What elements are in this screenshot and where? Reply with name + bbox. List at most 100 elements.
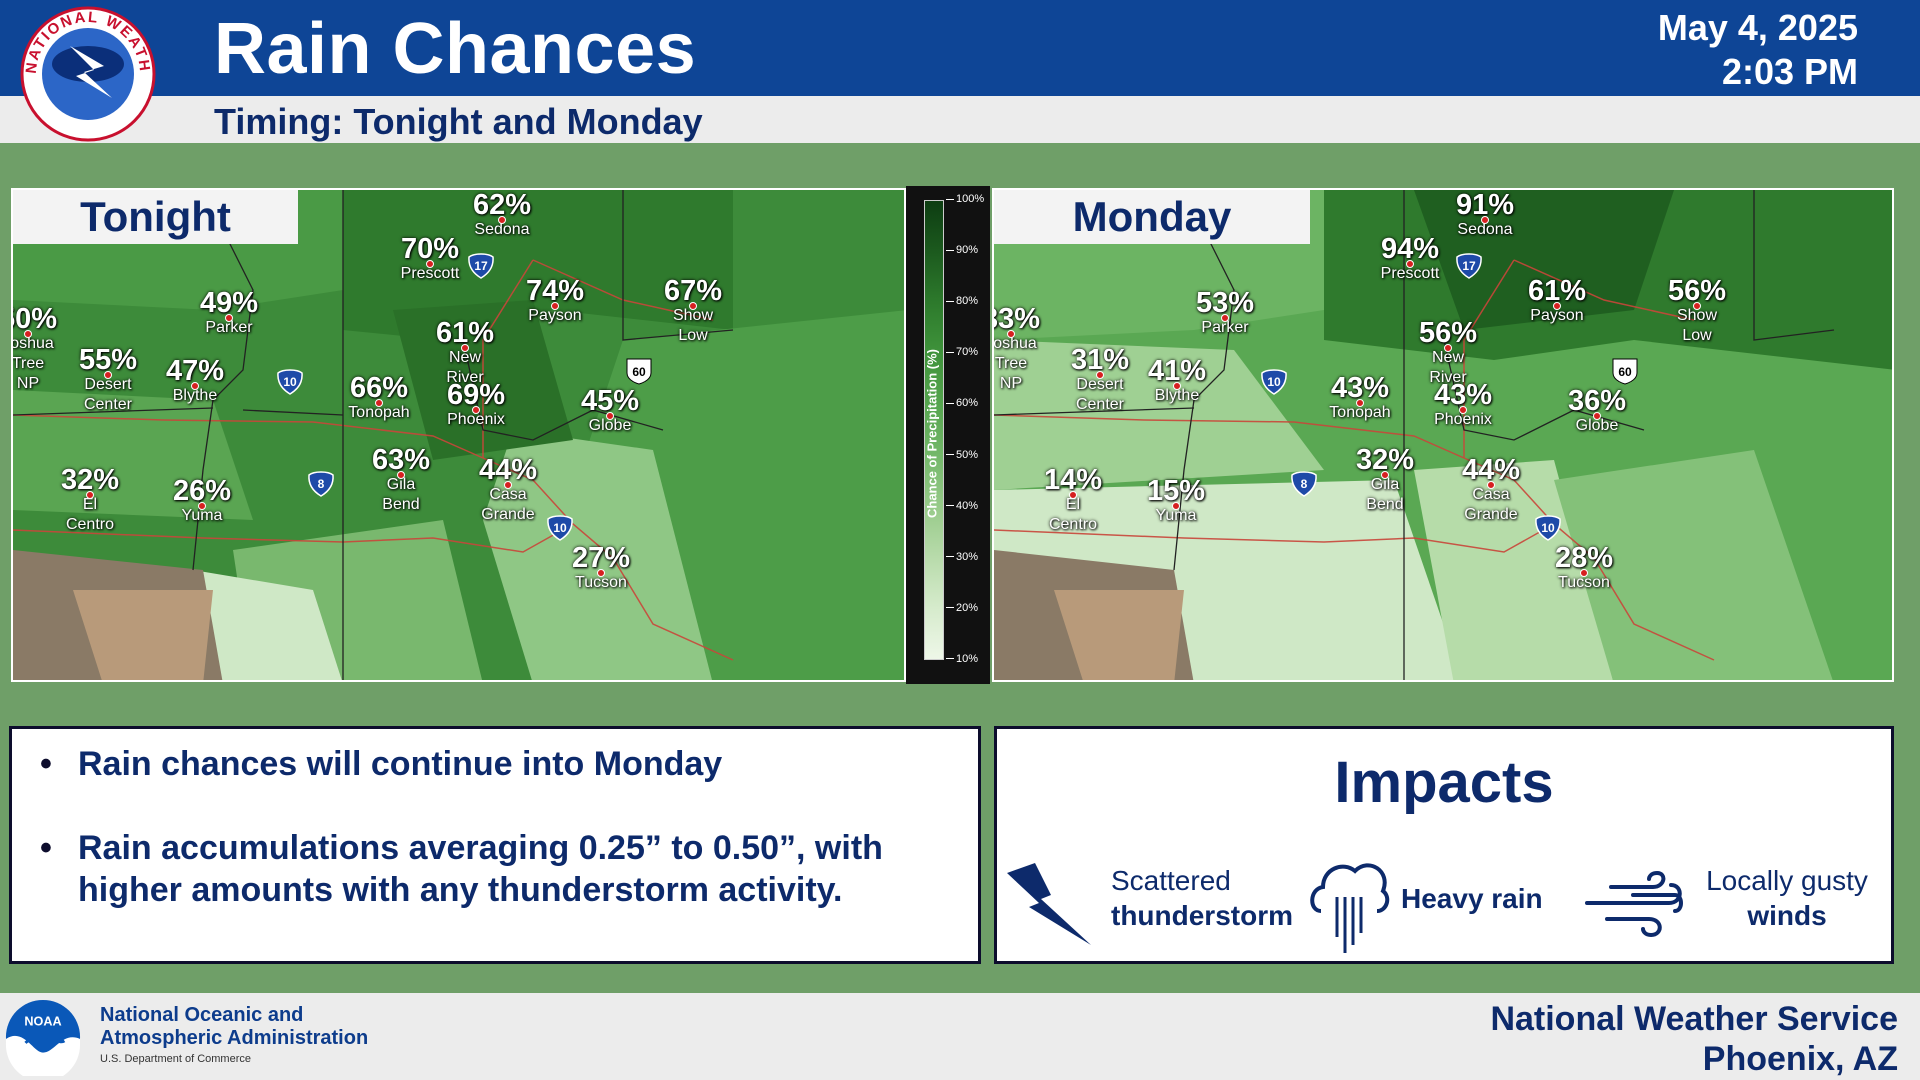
city-name: NP (999, 375, 1023, 392)
city-name: River (1429, 369, 1467, 386)
rain-chance-value: 62% (472, 189, 532, 221)
office-name: National Weather Service Phoenix, AZ (1490, 999, 1898, 1079)
legend-tick-label: 30% (946, 551, 978, 563)
city-marker (426, 260, 434, 268)
legend-title: Chance of Precipitation (%) (924, 348, 940, 519)
city-name: Prescott (1380, 265, 1440, 282)
city-forecast-point: 26% Yuma (173, 476, 231, 526)
office-line: Phoenix, AZ (1702, 1040, 1898, 1078)
subtitle-bar (0, 96, 1920, 143)
city-forecast-point: 33%Joshua Tree NP (993, 304, 1040, 394)
interstate-shield: 17 (468, 253, 494, 279)
city-forecast-point: 63% Gila Bend (372, 445, 430, 515)
city-name: Parker (205, 319, 253, 336)
impact-line: Scattered (1111, 865, 1231, 896)
city-marker (504, 481, 512, 489)
city-marker (225, 314, 233, 322)
noaa-name-line: Atmospheric Administration (100, 1027, 369, 1049)
summary-bullets: Rain chances will continue into Monday R… (9, 726, 981, 964)
city-name: Gila (386, 476, 416, 493)
impacts-panel: Impacts Scattered thunderstorm Heavy rai… (994, 726, 1894, 964)
city-marker (104, 371, 112, 379)
city-name: Centro (65, 516, 115, 533)
city-forecast-point: 44% Casa Grande (479, 455, 537, 525)
rain-chance-value: 56% (1418, 317, 1478, 349)
city-marker (1553, 302, 1561, 310)
interstate-shield: 10 (1535, 515, 1561, 541)
city-name: Tonopah (348, 404, 410, 421)
city-forecast-point: 74% Payson (526, 276, 584, 326)
city-marker (551, 302, 559, 310)
monday-map-label: Monday (994, 190, 1310, 244)
city-name: Center (83, 396, 133, 413)
city-marker (498, 216, 506, 224)
city-name: Yuma (181, 507, 223, 524)
rain-chance-value: 55% (78, 344, 138, 376)
city-forecast-point: 67% Show Low (664, 276, 722, 346)
city-name: Blythe (172, 387, 218, 404)
page-title: Rain Chances (214, 9, 697, 89)
city-name: Show (672, 307, 714, 324)
city-name: Centro (1048, 516, 1098, 533)
monday-map-terrain (994, 190, 1892, 680)
tonight-map-label: Tonight (13, 190, 298, 244)
rain-chance-value: 53% (1195, 287, 1255, 319)
city-name: Tucson (575, 574, 627, 591)
city-marker (1444, 344, 1452, 352)
city-marker (1487, 481, 1495, 489)
city-forecast-point: 49% Parker (200, 288, 258, 338)
impact-line: thunderstorm (1111, 900, 1293, 931)
city-forecast-point: 94% Prescott (1381, 234, 1440, 284)
rain-chance-value: 28% (1554, 542, 1614, 574)
city-marker (1406, 260, 1414, 268)
city-marker (1069, 491, 1077, 499)
city-forecast-point: 41% Blythe (1148, 356, 1206, 406)
rain-chance-value: 44% (1461, 454, 1521, 486)
city-forecast-point: 43% Phoenix (1434, 380, 1492, 430)
precip-legend: Chance of Precipitation (%) 100% 90% 80% 70… (906, 186, 990, 684)
city-name: Tucson (1558, 574, 1610, 591)
rain-chance-value: 44% (478, 454, 538, 486)
highway-number: 8 (318, 477, 325, 491)
us-highway-shield: 60 (1612, 358, 1638, 385)
city-marker (1693, 302, 1701, 310)
city-marker (375, 399, 383, 407)
highway-number: 8 (1301, 477, 1308, 491)
city-marker (1481, 216, 1489, 224)
city-name: Joshua (993, 335, 1037, 352)
us-highway-shield: 60 (626, 358, 652, 385)
noaa-name-line: National Oceanic and (100, 1004, 304, 1026)
city-forecast-point: 55% Desert Center (79, 345, 137, 415)
footer-bar (0, 993, 1920, 1080)
rain-chance-value: 31% (1070, 344, 1130, 376)
city-marker (1459, 406, 1467, 414)
city-forecast-point: 61% New River (436, 318, 494, 388)
city-name: Desert (1076, 376, 1124, 393)
city-forecast-point: 28% Tucson (1555, 543, 1613, 593)
city-name: Payson (1530, 307, 1584, 324)
rain-chance-value: 61% (1527, 275, 1587, 307)
highway-number: 10 (283, 375, 297, 389)
rain-chance-value: 66% (349, 372, 409, 404)
rain-chance-value: 27% (571, 542, 631, 574)
city-marker (191, 382, 199, 390)
city-forecast-point: 32% Gila Bend (1356, 445, 1414, 515)
rain-chance-value: 15% (1146, 475, 1206, 507)
interstate-shield: 8 (308, 471, 334, 497)
impact-thunderstorm-label: Scattered thunderstorm (1111, 863, 1293, 933)
city-forecast-point: 15% Yuma (1147, 476, 1205, 526)
noaa-name: National Oceanic and Atmospheric Adminis… (100, 1004, 368, 1050)
rain-chance-value: 36% (1567, 385, 1627, 417)
city-forecast-point: 56% New River (1419, 318, 1477, 388)
impact-line: Locally gusty (1706, 865, 1868, 896)
rain-chance-value: 43% (1433, 379, 1493, 411)
rain-chance-value: 94% (1380, 233, 1440, 265)
city-name: New (448, 349, 482, 366)
city-marker (397, 471, 405, 479)
rain-chance-value: 61% (435, 317, 495, 349)
rain-chance-value: 50% (13, 303, 58, 335)
lightning-icon (1007, 863, 1091, 945)
noaa-logo: NOAA (5, 999, 81, 1076)
rain-chance-value: 43% (1330, 372, 1390, 404)
city-marker (198, 502, 206, 510)
